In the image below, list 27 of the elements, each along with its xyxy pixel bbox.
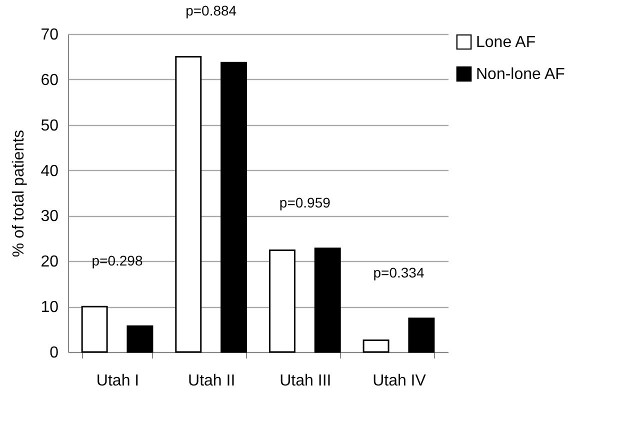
legend-label: Non-lone AF: [476, 66, 566, 83]
bar: [314, 248, 341, 353]
x-tick-label: Utah IV: [372, 372, 426, 390]
y-tick-label: 70: [40, 26, 59, 44]
annotation: p=0.959: [279, 194, 331, 210]
bar: [81, 306, 108, 353]
x-tick-label: Utah II: [188, 372, 236, 390]
y-tick-label: 20: [40, 254, 59, 271]
legend-label: Lone AF: [476, 34, 536, 51]
text: p=0.884: [186, 2, 237, 19]
y-axis-title: % of total patients: [10, 130, 28, 258]
y-tick-label: 30: [40, 208, 59, 226]
y-tick-label: 50: [40, 117, 59, 134]
y-tick-label: 10: [40, 299, 59, 316]
bar: [175, 56, 202, 353]
y-tick-label: 0: [50, 344, 59, 362]
x-tick-label: Utah I: [96, 372, 140, 390]
x-tick-label: Utah III: [280, 372, 332, 390]
bar: [126, 325, 154, 353]
bar: [408, 318, 435, 353]
annotation: p=0.334: [373, 264, 424, 280]
bar: [362, 339, 390, 353]
y-tick-label: 60: [40, 72, 59, 89]
bar: [268, 249, 296, 353]
annotation: p=0.298: [92, 252, 143, 269]
bar: [220, 62, 248, 353]
y-tick-label: 40: [40, 162, 59, 180]
